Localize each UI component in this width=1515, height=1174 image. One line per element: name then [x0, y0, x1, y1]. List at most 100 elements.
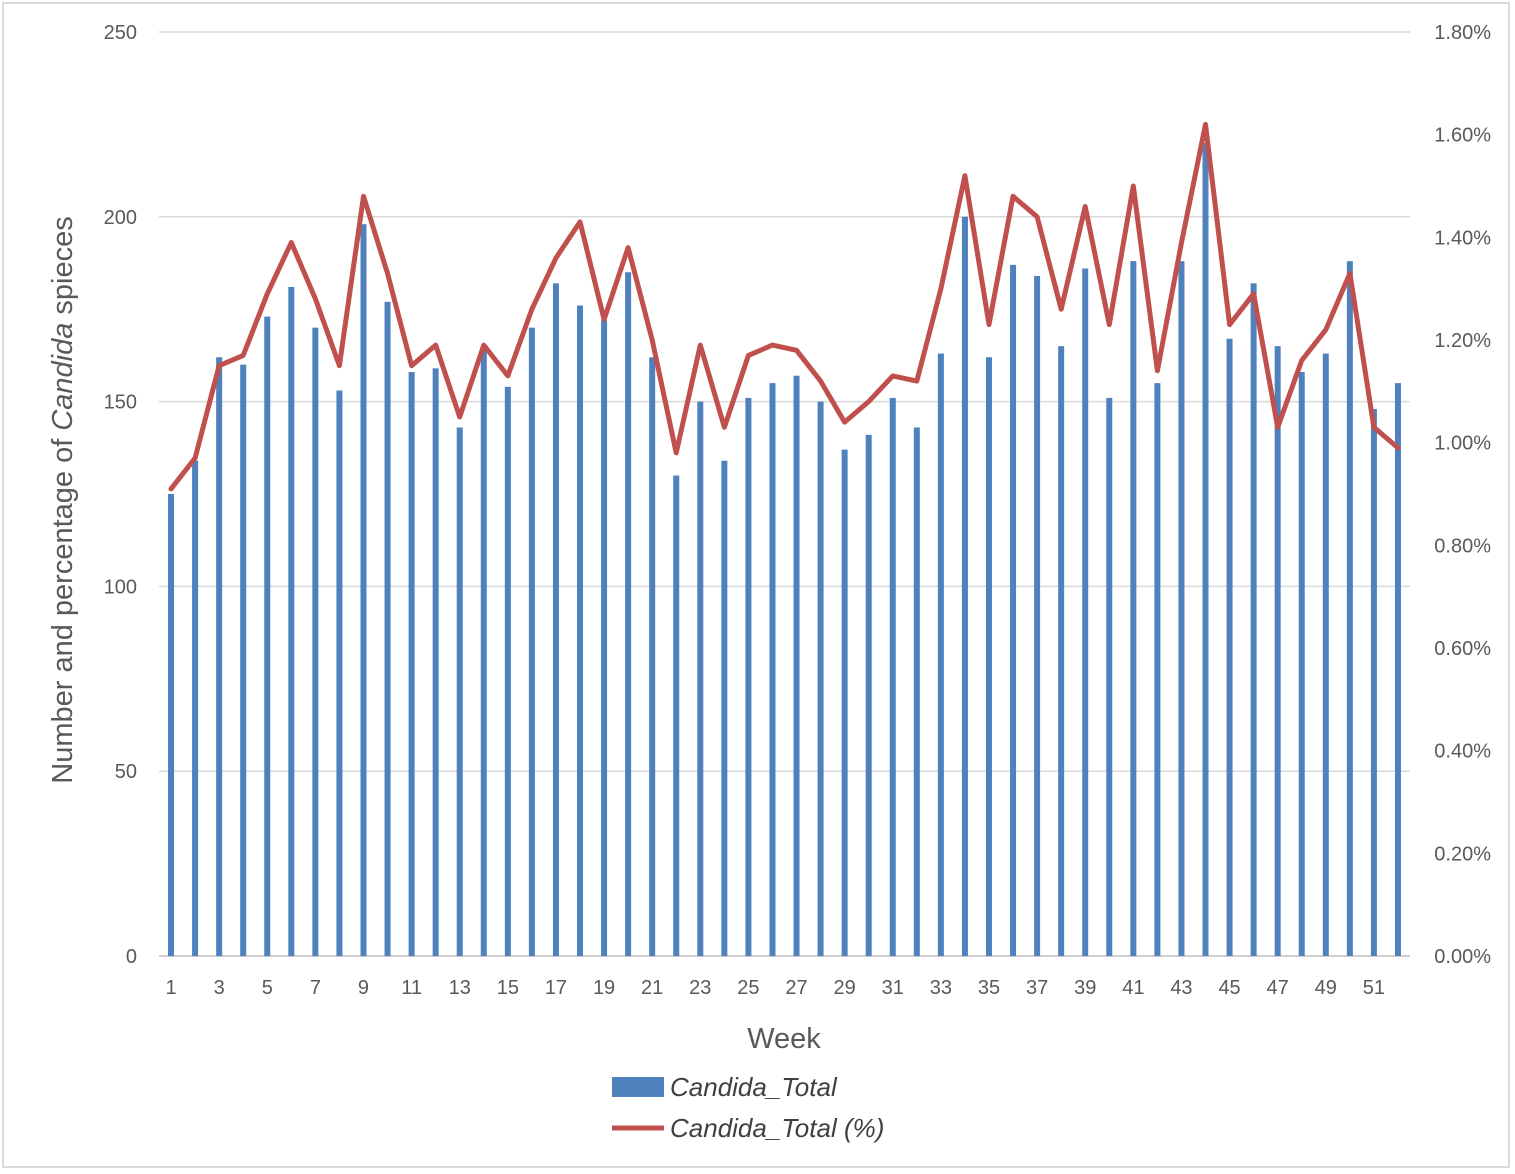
- bar: [1370, 408, 1377, 956]
- bar: [264, 316, 271, 956]
- line-series: [168, 121, 1401, 492]
- x-axis-tick-label: 23: [689, 977, 711, 999]
- x-axis-tick-label: 35: [978, 977, 1000, 999]
- bar: [865, 434, 872, 956]
- line-series-layer: [168, 121, 1401, 492]
- bar: [697, 401, 704, 957]
- y-axis-title-italic: Candida: [47, 323, 79, 431]
- x-axis-tick-label: 3: [214, 977, 225, 999]
- right-axis-tick-label: 0.20%: [1434, 843, 1491, 865]
- bar: [1202, 142, 1209, 956]
- y-axis-title-part-1: Number and percentage of: [47, 431, 79, 784]
- bar: [336, 390, 343, 957]
- x-axis-tick-label: 9: [358, 977, 369, 999]
- bar: [1010, 264, 1017, 956]
- x-axis-tick-label: 43: [1170, 977, 1192, 999]
- bar: [1106, 397, 1113, 956]
- legend-bar-swatch: [612, 1077, 664, 1097]
- bar: [168, 494, 175, 956]
- bar: [216, 357, 223, 956]
- x-axis-tick-label: 1: [165, 977, 176, 999]
- bar: [817, 401, 824, 957]
- bar: [1130, 261, 1137, 957]
- right-axis-tick-label: 0.60%: [1434, 638, 1491, 660]
- x-axis-tick-label: 39: [1074, 977, 1096, 999]
- left-axis-tick-label: 150: [104, 392, 137, 414]
- bar: [625, 272, 632, 956]
- bar: [1298, 372, 1305, 957]
- right-axis-tick-label: 1.00%: [1434, 433, 1491, 455]
- bar: [841, 449, 848, 956]
- x-axis-tick-label: 25: [737, 977, 759, 999]
- bar: [1082, 268, 1089, 956]
- left-axis-tick-label: 200: [104, 207, 137, 229]
- bar: [1274, 346, 1281, 956]
- bar: [1058, 346, 1065, 956]
- right-axis-tick-label: 0.40%: [1434, 741, 1491, 763]
- x-axis-tick-label: 49: [1315, 977, 1337, 999]
- gridlines: [159, 31, 1410, 957]
- x-axis-tick-label: 31: [882, 977, 904, 999]
- bar: [408, 372, 415, 957]
- x-axis-tick-label: 33: [930, 977, 952, 999]
- bar: [192, 460, 199, 956]
- bar: [769, 383, 776, 956]
- right-axis-tick-label: 1.20%: [1434, 330, 1491, 352]
- legend-bar-label: Candida_Total: [670, 1072, 838, 1102]
- left-axis-tick-label: 250: [104, 22, 137, 44]
- x-axis-tick-label: 51: [1363, 977, 1385, 999]
- x-axis-tick-label: 17: [545, 977, 567, 999]
- x-axis-tick-label: 11: [401, 977, 422, 999]
- bar: [601, 320, 608, 957]
- bar: [1178, 261, 1185, 957]
- bar: [985, 357, 992, 956]
- bar: [961, 216, 968, 957]
- x-axis-tick-label: 37: [1026, 977, 1048, 999]
- bar: [913, 427, 920, 956]
- x-axis-tick-label: 45: [1218, 977, 1240, 999]
- bar: [480, 346, 487, 956]
- left-axis-tick-label: 100: [104, 576, 137, 598]
- bar: [552, 283, 559, 956]
- bar: [1394, 383, 1401, 956]
- x-axis-tick-label: 41: [1122, 977, 1144, 999]
- bar: [889, 397, 896, 956]
- x-axis-tick-label: 5: [262, 977, 273, 999]
- x-axis-tick-label: 13: [449, 977, 471, 999]
- bar: [240, 364, 247, 956]
- bar-series: [168, 142, 1401, 957]
- legend: Candida_Total Candida_Total (%): [612, 1072, 884, 1143]
- x-axis-tick-label: 21: [641, 977, 663, 999]
- left-axis-ticks: 0 50 100 150 200 250: [104, 22, 137, 968]
- bar: [1226, 338, 1233, 956]
- y-axis-title: Number and percentage of Candida spieces: [47, 216, 79, 783]
- right-axis-tick-label: 0.80%: [1434, 535, 1491, 557]
- bar: [793, 375, 800, 956]
- bar: [649, 357, 656, 956]
- x-axis-tick-label: 27: [785, 977, 807, 999]
- right-axis-tick-label: 1.60%: [1434, 125, 1491, 147]
- y-axis-title-part-3: spieces: [47, 216, 79, 322]
- x-axis-tick-label: 47: [1267, 977, 1289, 999]
- x-axis-tick-label: 15: [497, 977, 519, 999]
- x-axis-ticks: 1 3 5 7 9 11 13 15 17 19 21 23 25 27 29 31 33 35 37 39 41 43 4…: [165, 977, 1385, 999]
- bar: [721, 460, 728, 956]
- bar: [456, 427, 463, 956]
- left-axis-tick-label: 0: [126, 946, 137, 968]
- bar: [1154, 383, 1161, 956]
- bar: [1322, 353, 1329, 956]
- bar: [577, 305, 584, 956]
- right-axis-ticks: 0.00% 0.20% 0.40% 0.60% 0.80% 1.00% 1.20% 1.40%…: [1434, 22, 1491, 968]
- bar: [360, 224, 367, 956]
- bar: [1346, 261, 1353, 957]
- bar: [745, 397, 752, 956]
- legend-line-label: Candida_Total (%): [670, 1113, 884, 1143]
- right-axis-tick-label: 1.40%: [1434, 227, 1491, 249]
- bar: [504, 386, 511, 956]
- x-axis-title: Week: [747, 1023, 821, 1055]
- bar: [937, 353, 944, 956]
- bar: [1034, 275, 1041, 956]
- left-axis-tick-label: 50: [115, 761, 137, 783]
